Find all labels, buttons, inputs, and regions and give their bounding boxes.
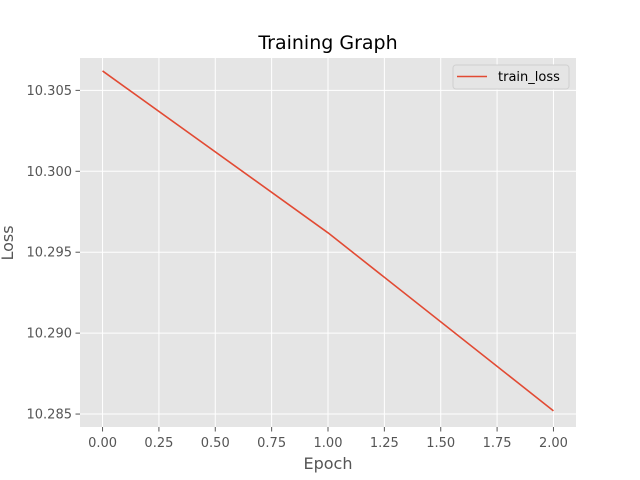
chart-title: Training Graph (257, 32, 397, 54)
x-tick-label: 1.25 (370, 436, 399, 451)
x-tick-label: 0.75 (257, 436, 286, 451)
x-tick-label: 0.50 (201, 436, 230, 451)
grid (80, 58, 576, 427)
x-tick-label: 1.75 (483, 436, 512, 451)
y-tick-label: 10.285 (27, 408, 73, 423)
x-tick-label: 0.00 (88, 436, 117, 451)
x-axis-label: Epoch (304, 454, 353, 473)
y-tick-label: 10.305 (27, 84, 73, 99)
x-tick-label: 1.00 (314, 436, 343, 451)
y-axis: 10.285 10.290 10.295 10.300 10.305 (27, 84, 80, 423)
legend-label-train-loss: train_loss (498, 70, 560, 85)
y-axis-label: Loss (0, 225, 17, 260)
series-layer (102, 70, 554, 412)
x-tick-label: 2.00 (539, 436, 568, 451)
x-tick-label: 1.50 (426, 436, 455, 451)
x-axis: 0.00 0.25 0.50 0.75 1.00 1.25 1.50 1.75 2.00 (88, 427, 568, 451)
y-tick-label: 10.290 (27, 327, 73, 342)
y-tick-label: 10.300 (27, 165, 73, 180)
series-line-train-loss (102, 70, 554, 412)
legend-box (452, 64, 570, 90)
x-tick-label: 0.25 (144, 436, 173, 451)
y-tick-label: 10.295 (27, 246, 73, 261)
legend: train_loss (452, 64, 570, 90)
